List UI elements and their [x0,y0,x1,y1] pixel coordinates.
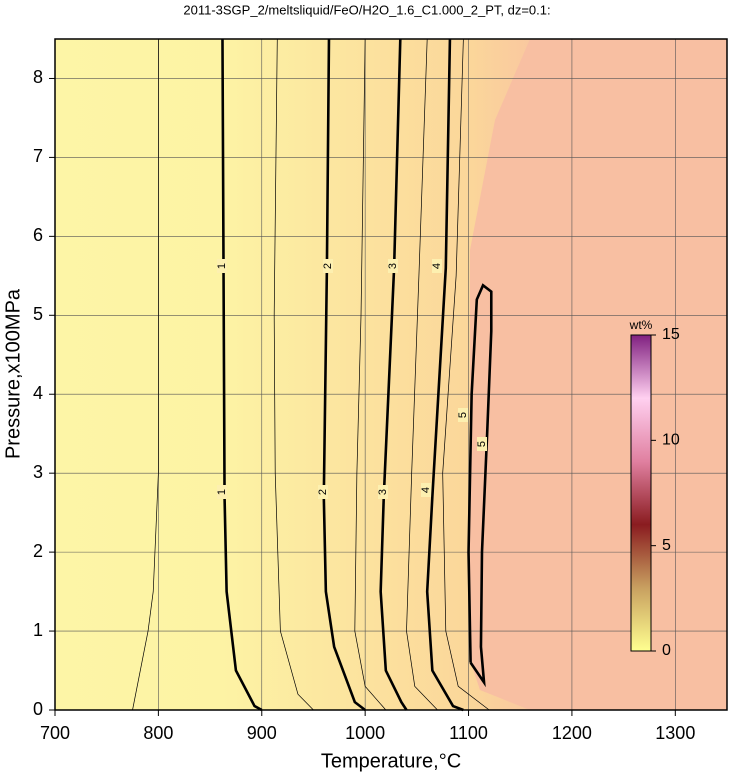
y-tick-label: 4 [33,383,43,403]
contour-label: 5 [457,412,469,418]
colorbar-tick-label: 0 [662,642,671,659]
contour-label-bg [217,259,227,273]
contour-label: 5 [476,441,488,447]
contour-line [442,38,490,711]
contour-label-bg [323,259,333,273]
contour-label-bg [318,485,328,499]
contour-label-bg [421,483,431,497]
contour-label-bg [217,485,227,499]
contour-line [273,38,314,711]
contour-line [406,38,438,711]
x-tick-label: 1200 [552,723,592,743]
contour-label-bg [432,259,442,273]
contour-label: 1 [216,263,228,269]
colorbar-tick-label: 5 [662,537,671,554]
colorbar-tick-label: 15 [662,326,680,343]
x-tick-label: 1000 [345,723,385,743]
contour-label-bg [458,408,468,422]
y-tick-label: 6 [33,225,43,245]
contour-label-bg [388,259,398,273]
x-tick-label: 1300 [655,723,695,743]
contour-label: 2 [317,489,329,495]
x-tick-label: 1100 [449,723,488,743]
colorbar-label: wt% [629,318,653,332]
plot-frame [54,38,728,711]
y-tick-label: 3 [33,462,43,482]
contour-line [132,39,159,711]
y-tick-label: 5 [33,304,43,324]
y-tick-label: 8 [33,67,43,87]
contour-line [354,38,387,711]
colorbar-tick-label: 10 [662,432,680,449]
y-tick-label: 7 [33,146,43,166]
x-axis-label: Temperature,°C [321,750,461,772]
contour-label: 3 [377,489,389,495]
x-tick-label: 800 [143,723,173,743]
y-tick-label: 2 [33,541,43,561]
contour-label-bg [378,485,388,499]
contour-label: 3 [387,263,399,269]
x-tick-label: 700 [40,723,70,743]
contour-label: 4 [431,263,443,269]
contour-label-bg [477,437,487,451]
y-axis-label: Pressure,x100MPa [2,288,24,459]
chart-title: 2011-3SGP_2/meltsliquid/FeO/H2O_1.6_C1.0… [183,2,550,17]
contour-label: 2 [322,263,334,269]
contour-label: 1 [216,489,228,495]
contour-line [467,283,493,688]
contour-label: 4 [420,487,432,493]
contour-line [425,38,464,712]
field-fill [470,39,727,710]
x-tick-label: 900 [247,723,277,743]
colorbar [630,334,652,652]
y-tick-label: 1 [33,620,43,640]
y-tick-label: 0 [33,699,43,719]
